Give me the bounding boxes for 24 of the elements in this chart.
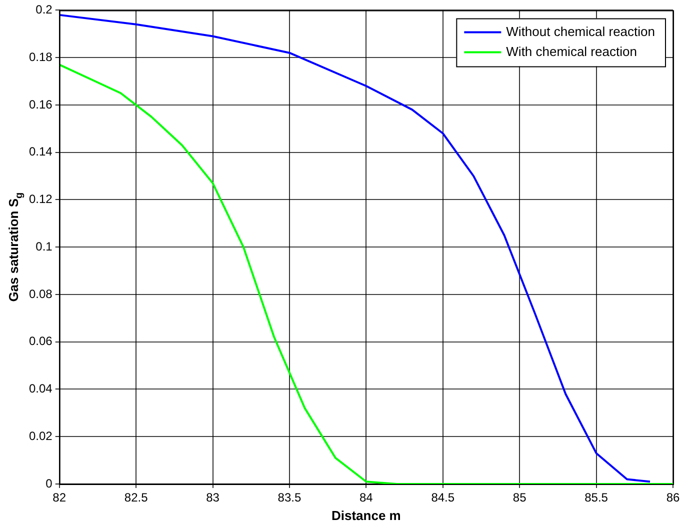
y-tick-label: 0.12 (28, 192, 53, 206)
legend-label: Without chemical reaction (506, 24, 656, 39)
y-axis-title: Gas saturation Sg (6, 192, 25, 302)
y-tick-label: 0.18 (28, 50, 53, 64)
legend-label: With chemical reaction (506, 44, 637, 59)
y-tick-label: 0 (46, 476, 53, 490)
x-tick-label: 82.5 (124, 490, 148, 505)
x-tick-label: 84.5 (431, 490, 455, 505)
x-tick-label: 84 (360, 490, 374, 505)
y-tick-label: 0.08 (28, 286, 53, 301)
x-tick-label: 85 (512, 490, 527, 505)
y-tick-label: 0.2 (36, 2, 53, 17)
x-tick-label: 85.5 (584, 490, 608, 505)
x-tick-label: 86 (666, 490, 680, 505)
x-tick-label: 83 (206, 490, 220, 505)
x-axis-title: Distance m (331, 508, 401, 523)
x-tick-label: 83.5 (278, 490, 302, 505)
y-tick-label: 0.14 (28, 144, 53, 159)
y-tick-label: 0.1 (36, 239, 53, 254)
x-tick-label: 82 (52, 490, 66, 505)
y-tick-label: 0.16 (28, 97, 53, 112)
y-tick-label: 0.04 (28, 382, 53, 396)
y-tick-label: 0.06 (28, 334, 53, 348)
y-tick-label: 0.02 (28, 428, 53, 443)
